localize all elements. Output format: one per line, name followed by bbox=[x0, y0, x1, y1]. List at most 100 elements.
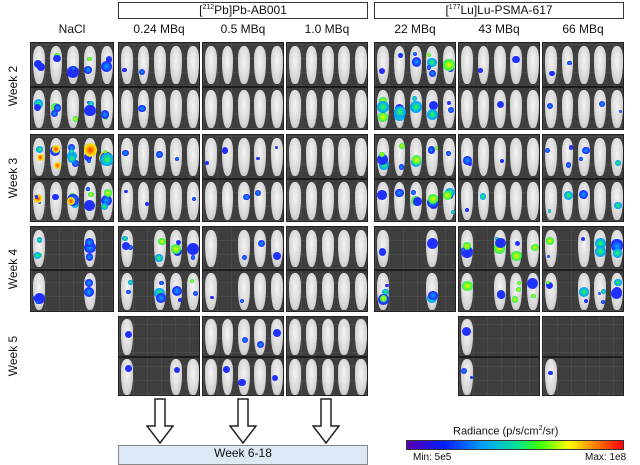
mouse-image bbox=[121, 45, 134, 85]
signal-spot bbox=[256, 340, 265, 349]
dose-label-66: 66 MBq bbox=[562, 22, 604, 36]
signal-spot bbox=[175, 157, 179, 162]
mouse-image bbox=[377, 181, 390, 221]
mouse-image bbox=[289, 319, 302, 355]
group-prefix: [ bbox=[445, 3, 449, 17]
signal-spot bbox=[256, 157, 260, 161]
mouse-image bbox=[526, 272, 539, 311]
imaging-panel bbox=[286, 316, 368, 396]
signal-spot bbox=[378, 248, 387, 256]
radiance-colorbar bbox=[406, 440, 624, 450]
signal-spot bbox=[378, 112, 389, 123]
dose-label-1-0: 1.0 MBq bbox=[304, 22, 350, 36]
signal-spot bbox=[579, 157, 583, 161]
mouse-image bbox=[137, 45, 150, 85]
mouse-image bbox=[205, 137, 218, 177]
signal-spot bbox=[595, 238, 606, 250]
signal-spot bbox=[85, 253, 94, 261]
signal-spot bbox=[411, 57, 422, 68]
mouse-image bbox=[610, 137, 623, 177]
signal-spot bbox=[158, 237, 166, 245]
mouse-image bbox=[338, 137, 351, 177]
mouse-image bbox=[205, 181, 218, 221]
mouse-image bbox=[545, 229, 558, 268]
mouse-image bbox=[338, 319, 351, 355]
mouse-image bbox=[186, 272, 199, 311]
signal-spot bbox=[434, 146, 439, 150]
mouse-image bbox=[322, 229, 334, 268]
signal-spot bbox=[69, 148, 74, 154]
mouse-image bbox=[205, 45, 218, 85]
signal-spot bbox=[33, 103, 41, 111]
signal-spot bbox=[67, 154, 77, 163]
mouse-image bbox=[594, 45, 607, 85]
signal-spot bbox=[580, 236, 585, 241]
signal-spot bbox=[122, 67, 127, 72]
mouse-image bbox=[221, 359, 234, 395]
mouse-image bbox=[578, 181, 590, 221]
signal-spot bbox=[443, 191, 453, 201]
mouse-image bbox=[338, 89, 351, 129]
week-label-4: Week 4 bbox=[0, 226, 26, 312]
panel-divider bbox=[459, 86, 539, 88]
signal-spot bbox=[568, 145, 574, 150]
signal-spot bbox=[546, 254, 551, 259]
signal-spot bbox=[611, 288, 623, 300]
signal-spot bbox=[103, 189, 112, 197]
imaging-panel bbox=[30, 134, 114, 222]
signal-spot bbox=[171, 285, 182, 297]
mouse-image bbox=[610, 45, 623, 85]
panel-divider bbox=[203, 178, 283, 180]
mouse-image bbox=[238, 229, 250, 268]
signal-spot bbox=[257, 239, 266, 248]
signal-spot bbox=[382, 289, 389, 296]
signal-spot bbox=[546, 102, 553, 109]
radiance-title-end: /sr) bbox=[542, 425, 559, 438]
mouse-image bbox=[594, 89, 607, 129]
signal-spot bbox=[601, 288, 606, 294]
mouse-image bbox=[305, 45, 318, 85]
mouse-image bbox=[494, 89, 506, 129]
mouse-image bbox=[221, 137, 234, 177]
panel-divider bbox=[119, 86, 199, 88]
mouse-image bbox=[561, 89, 574, 129]
mouse-image bbox=[461, 359, 474, 395]
signal-spot bbox=[243, 193, 250, 201]
signal-spot bbox=[210, 296, 214, 300]
week-label-text: Week 4 bbox=[6, 248, 20, 290]
signal-spot bbox=[191, 196, 196, 201]
mouse-image bbox=[594, 181, 607, 221]
mouse-image bbox=[461, 181, 474, 221]
signal-spot bbox=[410, 190, 416, 196]
imaging-panel bbox=[118, 134, 200, 222]
signal-spot bbox=[610, 240, 623, 252]
signal-spot bbox=[72, 116, 79, 122]
mouse-image bbox=[186, 45, 199, 85]
mouse-image bbox=[270, 45, 283, 85]
signal-spot bbox=[545, 148, 551, 154]
mouse-image bbox=[494, 45, 506, 85]
imaging-panel bbox=[30, 42, 114, 130]
signal-spot bbox=[377, 154, 389, 166]
signal-spot bbox=[461, 368, 468, 375]
signal-spot bbox=[385, 283, 389, 288]
signal-spot bbox=[145, 201, 150, 206]
panel-divider bbox=[459, 356, 539, 358]
mouse-image bbox=[510, 229, 523, 268]
signal-spot bbox=[186, 243, 199, 255]
mouse-image bbox=[254, 137, 267, 177]
signal-spot bbox=[223, 365, 231, 373]
mouse-image bbox=[510, 181, 523, 221]
signal-spot bbox=[378, 67, 386, 75]
imaging-panel bbox=[202, 42, 284, 130]
mouse-image bbox=[510, 89, 523, 129]
isotope-mass-sup: 212 bbox=[202, 4, 215, 11]
mouse-image bbox=[289, 89, 302, 129]
signal-spot bbox=[463, 242, 472, 250]
signal-spot bbox=[614, 201, 622, 210]
signal-spot bbox=[84, 279, 93, 287]
mouse-image bbox=[270, 319, 283, 355]
signal-spot bbox=[411, 155, 422, 166]
imaging-panel bbox=[286, 134, 368, 222]
panel-divider bbox=[543, 356, 623, 358]
